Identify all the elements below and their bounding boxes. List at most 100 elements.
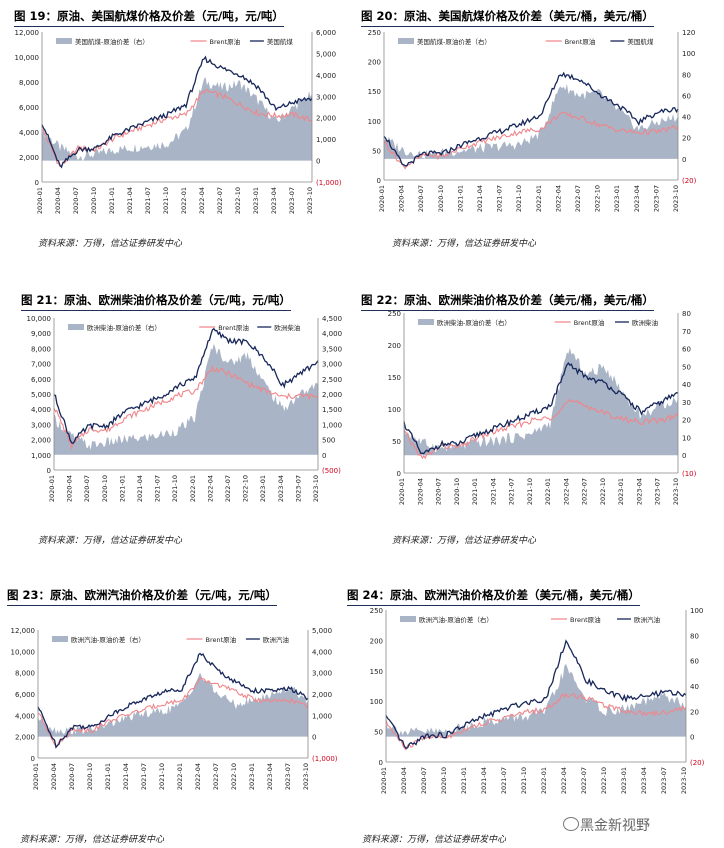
legend-label-spread: 欧洲柴油-原油价差（右） (87, 323, 161, 332)
x-tick-label: 2022-04 (554, 185, 562, 212)
y-left-tick-label: 7,000 (31, 361, 51, 369)
x-tick-label: 2021-01 (460, 767, 468, 794)
y-left-tick-label: 2,000 (19, 154, 39, 162)
x-tick-label: 2021-01 (471, 478, 479, 505)
y-left-tick-label: 50 (372, 147, 381, 155)
x-tick-label: 2021-07 (496, 185, 504, 212)
x-tick-label: 2020-07 (420, 767, 428, 794)
legend-swatch-spread (400, 616, 416, 622)
y-right-tick-label: 100 (682, 50, 695, 58)
x-tick-label: 2023-04 (266, 763, 274, 790)
series-area-spread (42, 77, 312, 161)
y-left-tick-label: 1,000 (31, 452, 51, 460)
y-right-tick-label: 3,500 (322, 345, 342, 353)
y-left-tick-label: 4,000 (15, 712, 35, 720)
y-left-tick-label: 12,000 (11, 627, 36, 635)
x-tick-label: 2023-07 (654, 478, 662, 505)
y-right-tick-label: 0 (690, 734, 694, 742)
x-tick-label: 2020-01 (398, 478, 406, 505)
x-tick-label: 2022-01 (540, 767, 548, 794)
x-tick-label: 2020-07 (435, 478, 443, 505)
y-left-tick-label: 50 (392, 438, 401, 446)
y-left-tick-label: 200 (370, 637, 383, 645)
y-left-tick-label: 100 (370, 698, 383, 706)
x-tick-label: 2023-01 (613, 185, 621, 212)
x-tick-label: 2023-01 (248, 763, 256, 790)
y-right-tick-label: 40 (682, 381, 691, 389)
x-tick-label: 2023-10 (672, 478, 680, 505)
legend-label-brent: Brent原油 (210, 37, 241, 46)
x-tick-label: 2020-10 (437, 185, 445, 212)
x-tick-label: 2023-10 (672, 185, 680, 212)
x-tick-label: 2021-07 (508, 478, 516, 505)
series-line-product (383, 71, 679, 167)
y-left-tick-label: 200 (368, 59, 381, 67)
y-right-tick-label: 500 (322, 437, 335, 445)
x-tick-label: 2020-07 (72, 187, 80, 214)
x-tick-label: 2020-01 (48, 475, 56, 502)
y-left-tick-label: 10,000 (15, 54, 40, 62)
y-right-tick-label: 6,000 (316, 29, 336, 37)
y-right-tick-label: 60 (690, 658, 699, 666)
x-tick-label: 2022-10 (600, 767, 608, 794)
y-right-tick-label: 80 (690, 632, 699, 640)
y-right-tick-label: 70 (682, 328, 691, 336)
legend-label-spread: 欧洲汽油-原油价差（右） (419, 615, 493, 624)
y-right-tick-label: 20 (690, 708, 699, 716)
y-left-tick-label: 0 (47, 467, 51, 475)
x-tick-label: 2021-10 (526, 478, 534, 505)
y-right-tick-label: 60 (682, 346, 691, 354)
x-tick-label: 2023-07 (652, 185, 660, 212)
x-tick-label: 2022-01 (535, 185, 543, 212)
y-right-tick-label: 1,500 (322, 406, 342, 414)
y-left-tick-label: 200 (388, 342, 401, 350)
series-area-spread (38, 672, 308, 737)
y-left-tick-label: 4,000 (19, 129, 39, 137)
figure-24-title: 图 24：原油、欧洲汽油价格及价差（美元/桶，美元/桶） (347, 587, 640, 606)
x-tick-label: 2022-01 (544, 478, 552, 505)
legend-label-brent: Brent原油 (565, 37, 596, 46)
x-tick-label: 2020-10 (101, 475, 109, 502)
x-tick-label: 2021-04 (126, 187, 134, 214)
y-right-tick-label: 60 (682, 92, 691, 100)
chart-22: 0 50 100 150 200 250 (10) 0 10 20 30 40 50 60 70 80 2020… (388, 310, 697, 505)
y-right-tick-label: 100 (690, 607, 703, 615)
x-tick-label: 2021-04 (480, 767, 488, 794)
y-right-tick-label: 0 (322, 452, 326, 460)
series-line-brent (403, 398, 679, 460)
x-tick-label: 2020-04 (66, 475, 74, 502)
y-left-tick-label: 100 (388, 406, 401, 414)
figure-22-title: 图 22：原油、欧洲柴油价格及价差（美元/桶，美元/桶） (361, 292, 654, 311)
y-left-tick-label: 4,000 (31, 406, 51, 414)
y-right-tick-label: 0 (682, 156, 686, 164)
y-right-tick-label: (20) (690, 759, 705, 767)
x-tick-label: 2022-07 (574, 185, 582, 212)
y-left-tick-label: 2,000 (31, 437, 51, 445)
x-tick-label: 2023-10 (302, 763, 310, 790)
y-right-tick-label: 10 (682, 434, 691, 442)
y-left-tick-label: 8,000 (31, 345, 51, 353)
legend-label-brent: Brent原油 (570, 615, 601, 624)
series-line-product (53, 327, 319, 445)
x-tick-label: 2020-10 (440, 767, 448, 794)
source-note-20: 资料来源：万得，信达证券研发中心 (392, 239, 537, 249)
x-tick-label: 2021-07 (144, 187, 152, 214)
wechat-icon (563, 817, 579, 831)
y-left-tick-label: 8,000 (19, 79, 39, 87)
x-tick-label: 2023-10 (680, 767, 688, 794)
x-tick-label: 2022-04 (562, 478, 570, 505)
x-tick-label: 2020-01 (378, 185, 386, 212)
y-right-tick-label: 20 (682, 417, 691, 425)
y-left-tick-label: 250 (370, 607, 383, 615)
x-tick-label: 2023-07 (294, 475, 302, 502)
x-tick-label: 2020-10 (90, 187, 98, 214)
legend-label-product: 美国航煤 (627, 37, 654, 46)
x-tick-label: 2023-01 (620, 767, 628, 794)
chart-19: 0 2,000 4,000 6,000 8,000 10,000 12,000 (1,000)… (15, 29, 342, 214)
y-right-tick-label: 3,000 (322, 361, 342, 369)
chart-24: 0 50 100 150 200 250 (20) 0 20 40 60 80 100 2020-01 20… (370, 607, 705, 794)
x-tick-label: 2022-04 (206, 475, 214, 502)
x-tick-label: 2023-01 (259, 475, 267, 502)
series-line-product (385, 639, 687, 750)
legend-swatch-spread (56, 38, 72, 44)
